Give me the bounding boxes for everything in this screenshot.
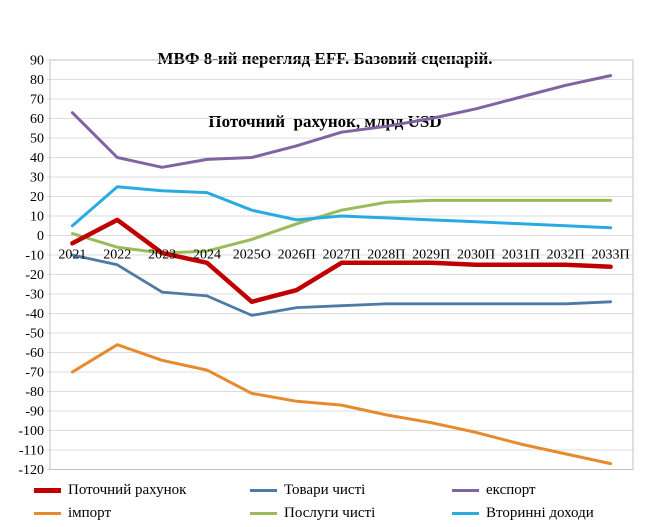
series-line-3	[70, 74, 613, 169]
y-axis-label: -10	[25, 249, 44, 264]
legend-label: експорт	[486, 482, 536, 498]
legend-item: Поточний рахунок	[34, 482, 186, 499]
y-axis-label: 0	[37, 229, 44, 244]
y-axis-label: 30	[30, 171, 44, 186]
y-axis-label: 40	[30, 151, 44, 166]
legend-label: Товари чисті	[284, 482, 366, 498]
legend-label: Послуги чисті	[284, 505, 376, 521]
legend-label: імпорт	[68, 505, 112, 521]
y-axis-label: -90	[25, 405, 44, 420]
y-axis-label: 10	[30, 210, 44, 225]
series-line-4	[70, 343, 613, 466]
chart-title: МВФ 8-ий перегляд EFF. Базовий сценарій.…	[0, 6, 650, 174]
series-line-6	[70, 185, 613, 230]
y-axis-label: 20	[30, 190, 44, 205]
legend-item: Вторинні доходи	[452, 505, 594, 522]
x-axis-label: 2021	[58, 248, 86, 263]
legend-swatch-icon	[250, 512, 277, 515]
y-axis-label: -60	[25, 346, 44, 361]
x-axis-label: 2030П	[457, 248, 495, 263]
x-axis-label: 2022	[103, 248, 131, 263]
series-line-1	[70, 217, 613, 305]
chart-title-line1: МВФ 8-ий перегляд EFF. Базовий сценарій.	[157, 49, 493, 68]
x-axis-label: 2029П	[412, 248, 450, 263]
legend-swatch-icon	[452, 512, 479, 515]
legend-item: експорт	[452, 482, 536, 499]
y-axis-label: 80	[30, 73, 44, 88]
legend-item: імпорт	[34, 505, 111, 522]
y-axis-label: -50	[25, 327, 44, 342]
y-axis-label: -70	[25, 366, 44, 381]
y-axis-label: -110	[19, 444, 44, 459]
legend-item: Товари чисті	[250, 482, 365, 499]
y-axis-label: -100	[18, 424, 44, 439]
y-axis-label: -30	[25, 288, 44, 303]
y-axis-label: -80	[25, 385, 44, 400]
y-axis-label: -20	[25, 268, 44, 283]
y-axis-label: 70	[30, 93, 44, 108]
x-axis-label: 2032П	[547, 248, 585, 263]
legend-swatch-icon	[250, 489, 277, 492]
x-axis-label: 2033П	[592, 248, 630, 263]
legend-swatch-icon	[452, 489, 479, 492]
x-axis-label: 2025О	[233, 248, 271, 263]
x-axis-label: 2023	[148, 248, 176, 263]
legend-item: Послуги чисті	[250, 505, 375, 522]
legend-label: Поточний рахунок	[68, 482, 187, 498]
x-axis-label: 2027П	[322, 248, 360, 263]
y-axis-label: 90	[30, 54, 44, 69]
legend-label: Вторинні доходи	[486, 505, 594, 521]
x-axis-label: 2028П	[367, 248, 405, 263]
y-axis-label: 50	[30, 132, 44, 147]
legend-swatch-icon	[34, 512, 61, 515]
y-axis-label: 60	[30, 112, 44, 127]
plot-border	[49, 59, 634, 470]
x-axis-label: 2024	[193, 248, 221, 263]
y-axis-label: -40	[25, 307, 44, 322]
legend-swatch-icon	[34, 488, 61, 493]
plot-area: 90 80 70 60 50 40 30 20 10 0 -10 -20 -30 -40 -50 -60 -70…	[18, 54, 634, 478]
x-axis-label: 2026П	[278, 248, 316, 263]
y-axis-label: -120	[18, 463, 44, 478]
chart-title-line2: Поточний рахунок, млрд USD	[208, 112, 442, 131]
series-line-2	[71, 253, 612, 317]
x-axis-label: 2031П	[502, 248, 540, 263]
